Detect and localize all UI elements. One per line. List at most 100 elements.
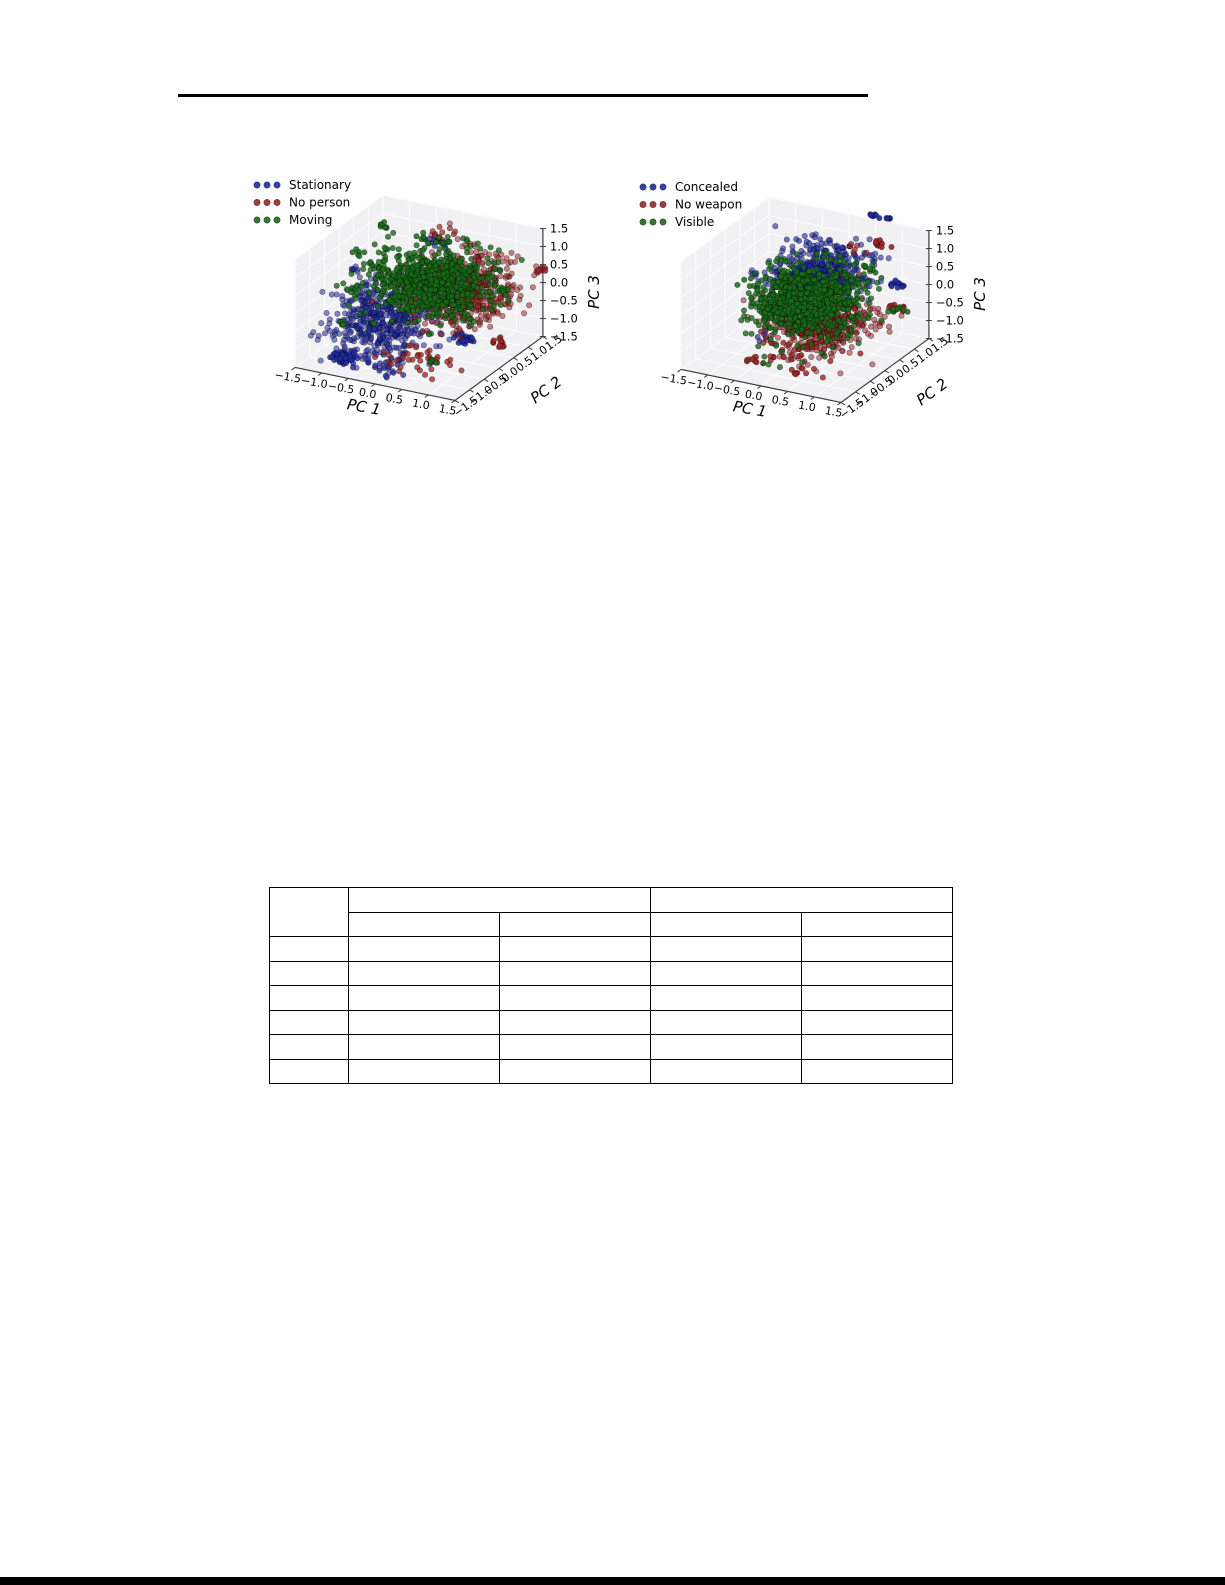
- table-cell: [499, 960, 651, 986]
- y-tick-mark: [913, 348, 919, 353]
- y-tick-mark: [899, 359, 904, 363]
- grid-line: [294, 195, 384, 260]
- x-tick-mark: [344, 378, 349, 382]
- table-row: [269, 1058, 953, 1084]
- grid-line: [294, 213, 384, 278]
- x-tick-label: −1.0: [300, 374, 329, 391]
- table-sub-header-2: [499, 911, 651, 937]
- x-tick-mark: [677, 369, 682, 373]
- z-tick-label: −1.0: [936, 314, 964, 328]
- x-tick-label: 0.0: [744, 388, 763, 404]
- y-tick-mark: [527, 346, 533, 351]
- table-cell: [650, 1034, 802, 1060]
- x-tick-label: 1.5: [438, 402, 457, 418]
- table-cell: [348, 960, 500, 986]
- x-tick-label: 0.5: [771, 393, 790, 409]
- table-group-header-1: [348, 887, 651, 913]
- table-cell: [348, 936, 500, 962]
- y-axis-label: PC 2: [913, 375, 951, 409]
- z-tick-label: 0.0: [550, 276, 568, 290]
- table-cell: [348, 1009, 500, 1035]
- table-cell: [499, 1034, 651, 1060]
- table-cell: [801, 960, 953, 986]
- x-axis-label: PC 1: [346, 395, 382, 419]
- z-axis-label: PC 3: [971, 277, 989, 311]
- x-tick-mark: [783, 391, 788, 395]
- z-tick-label: 1.0: [936, 242, 954, 256]
- x-tick-label: −1.5: [659, 370, 688, 387]
- legend-marker-dot: [659, 183, 667, 191]
- z-tick-label: 1.0: [550, 240, 568, 254]
- z-axis-label: PC 3: [585, 275, 603, 309]
- y-tick-mark: [513, 357, 518, 361]
- grid-line: [680, 215, 770, 280]
- table-cell: [801, 936, 953, 962]
- z-tick-label: −1.5: [936, 332, 964, 346]
- x-tick-label: 1.5: [824, 404, 843, 420]
- table-cell: [650, 960, 802, 986]
- legend-label: Concealed: [675, 180, 738, 194]
- legend-marker-dot: [639, 183, 647, 191]
- y-tick-mark: [855, 391, 860, 395]
- y-tick-mark: [454, 400, 460, 404]
- z-tick-label: 0.0: [936, 278, 954, 292]
- legend-marker-dot: [659, 200, 667, 208]
- y-tick-mark: [870, 380, 875, 385]
- legend-marker-dot: [649, 200, 657, 208]
- series-visible-points: [734, 249, 911, 371]
- x-tick-mark: [451, 400, 456, 404]
- z-tick-label: −1.5: [550, 330, 578, 344]
- x-tick-mark: [837, 402, 842, 406]
- y-tick-mark: [928, 338, 934, 342]
- legend-marker-dot: [273, 198, 281, 206]
- series-moving-points: [333, 219, 525, 366]
- x-tick-label: 1.0: [797, 399, 816, 415]
- y-tick-mark: [884, 370, 890, 374]
- table-cell: [269, 936, 349, 962]
- legend-marker-dot: [649, 218, 657, 226]
- x-tick-label: 0.5: [385, 391, 404, 407]
- legend-marker-dot: [639, 218, 647, 226]
- grid-line: [382, 195, 543, 229]
- table-group-header-2: [650, 887, 953, 913]
- table-sub-header-4: [801, 911, 953, 937]
- legend-marker-dot: [263, 181, 271, 189]
- x-tick-mark: [703, 374, 709, 378]
- x-axis-label: PC 1: [732, 397, 768, 421]
- x-tick-mark: [810, 396, 815, 400]
- table-row: [269, 1034, 953, 1060]
- table-row: [269, 985, 953, 1011]
- x-tick-label: 1.0: [411, 397, 430, 413]
- table-cell: [348, 1034, 500, 1060]
- y-tick-mark: [542, 336, 548, 340]
- legend-marker-dot: [273, 181, 281, 189]
- z-tick-label: 0.5: [936, 260, 954, 274]
- grid-line: [768, 197, 929, 231]
- table-cell: [650, 985, 802, 1011]
- legend-marker-dot: [273, 216, 281, 224]
- legend-label: No weapon: [675, 198, 742, 212]
- x-tick-label: −0.5: [327, 379, 356, 396]
- y-axis-label: PC 2: [527, 373, 565, 407]
- table-cell: [650, 1058, 802, 1084]
- table-cell: [269, 1034, 349, 1060]
- x-tick-mark: [424, 394, 429, 398]
- legend-label: Visible: [675, 215, 714, 229]
- y-tick-mark: [484, 378, 489, 383]
- grid-line: [768, 215, 929, 249]
- z-tick-label: 0.5: [550, 258, 568, 272]
- legend: Stationary No person Moving: [253, 178, 351, 227]
- table-cell: [650, 1009, 802, 1035]
- x-tick-label: −0.5: [713, 381, 742, 398]
- legend-marker-dot: [253, 181, 261, 189]
- legend-marker-dot: [639, 200, 647, 208]
- table-cell: [499, 1058, 651, 1084]
- table-cell: [269, 1058, 349, 1084]
- x-tick-mark: [291, 367, 296, 371]
- table-sub-header-3: [650, 911, 802, 937]
- z-tick-label: −0.5: [936, 296, 964, 310]
- table-cell: [499, 985, 651, 1011]
- table-cell: [348, 1058, 500, 1084]
- header-rule: [178, 94, 868, 97]
